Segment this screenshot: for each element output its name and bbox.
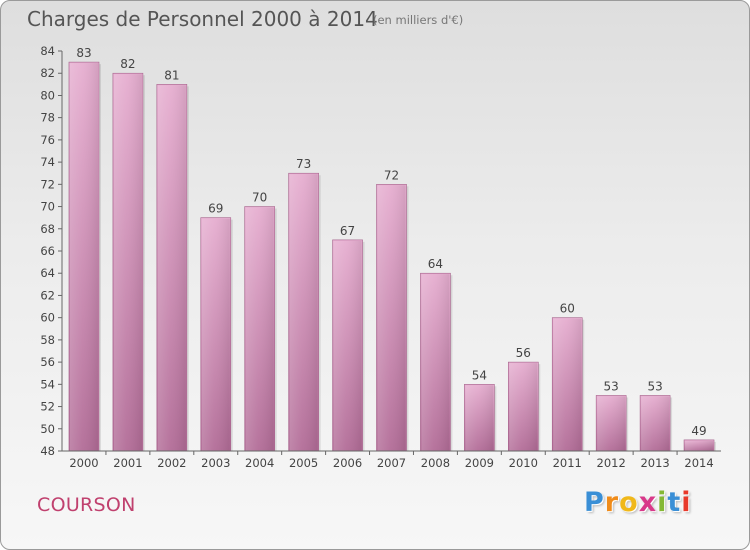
y-tick-label: 64 [40,266,55,280]
logo-letter: i [681,487,692,518]
y-tick-label: 70 [40,200,55,214]
y-tick-label: 80 [40,88,55,102]
y-tick-label: 54 [40,377,55,391]
x-tick-label: 2010 [509,456,538,470]
x-tick-label: 2005 [289,456,318,470]
y-tick-label: 48 [40,444,55,458]
bar-value-label: 60 [560,302,575,316]
bar-highlight [421,274,450,451]
bar-value-label: 70 [252,191,267,205]
logo-letter: x [638,487,658,518]
chart-subtitle: (en milliers d'€) [373,13,464,27]
y-tick-label: 78 [40,111,55,125]
x-tick-label: 2003 [201,456,230,470]
bar-value-label: 83 [76,46,91,60]
bar-value-label: 64 [428,257,443,271]
x-tick-label: 2002 [157,456,186,470]
bar-highlight [201,218,230,451]
y-tick-label: 62 [40,288,55,302]
bar-value-label: 72 [384,168,399,182]
x-tick-label: 2006 [333,456,362,470]
x-tick-label: 2012 [597,456,626,470]
y-tick-label: 72 [40,177,55,191]
bar-highlight [685,440,714,451]
y-tick-label: 68 [40,222,55,236]
x-tick-label: 2001 [113,456,142,470]
bar-highlight [509,363,538,451]
y-tick-label: 76 [40,133,55,147]
bar-highlight [597,396,626,451]
logo-letter: r [604,487,620,518]
bar-highlight [641,396,670,451]
proxiti-logo: Proxiti [584,487,692,518]
bar-value-label: 81 [164,68,179,82]
bars-group: 83 82 81 69 70 73 67 72 64 54 56 60 53 53 49 [68,46,717,452]
logo-letter: i [657,487,668,518]
bar-highlight [157,85,186,451]
x-tick-label: 2014 [684,456,713,470]
bar-value-label: 69 [208,202,223,216]
logo-letter: P [584,487,605,518]
bar-highlight [377,185,406,452]
x-tick-label: 2000 [69,456,98,470]
bar-highlight [245,207,274,451]
bar-value-label: 67 [340,224,355,238]
x-axis: 2000 2001 2002 2003 2004 2005 2006 2007 2008 2009… [62,450,721,470]
x-tick-label: 2011 [553,456,582,470]
y-tick-label: 84 [40,44,55,58]
bar-highlight [69,63,98,451]
x-tick-label: 2008 [421,456,450,470]
place-name: COURSON [37,494,136,516]
bar-highlight [553,318,582,451]
y-tick-label: 58 [40,333,55,347]
bar-value-label: 53 [647,379,662,393]
bar-value-label: 54 [472,368,487,382]
x-tick-label: 2009 [465,456,494,470]
chart-title: Charges de Personnel 2000 à 2014 [27,7,378,31]
x-tick-label: 2013 [640,456,669,470]
x-tick-label: 2004 [245,456,274,470]
bar-highlight [465,385,494,451]
y-tick-label: 82 [40,66,55,80]
y-tick-label: 52 [40,400,55,414]
y-axis: 48 50 52 54 56 58 60 62 64 66 68 70 72 74 76 78 80 82 84 [40,44,63,458]
bar-value-label: 56 [516,346,531,360]
bar-highlight [113,74,142,451]
x-tick-label: 2007 [377,456,406,470]
y-tick-label: 60 [40,311,55,325]
bar-value-label: 49 [691,424,706,438]
bar-value-label: 82 [120,57,135,71]
y-tick-label: 56 [40,355,55,369]
logo-letter: t [667,487,682,518]
bar-highlight [333,240,362,451]
y-tick-label: 66 [40,244,55,258]
y-tick-label: 74 [40,155,55,169]
y-tick-label: 50 [40,422,55,436]
bar-value-label: 73 [296,157,311,171]
bar-highlight [289,174,318,451]
bar-value-label: 53 [604,379,619,393]
logo-letter: o [619,487,639,518]
